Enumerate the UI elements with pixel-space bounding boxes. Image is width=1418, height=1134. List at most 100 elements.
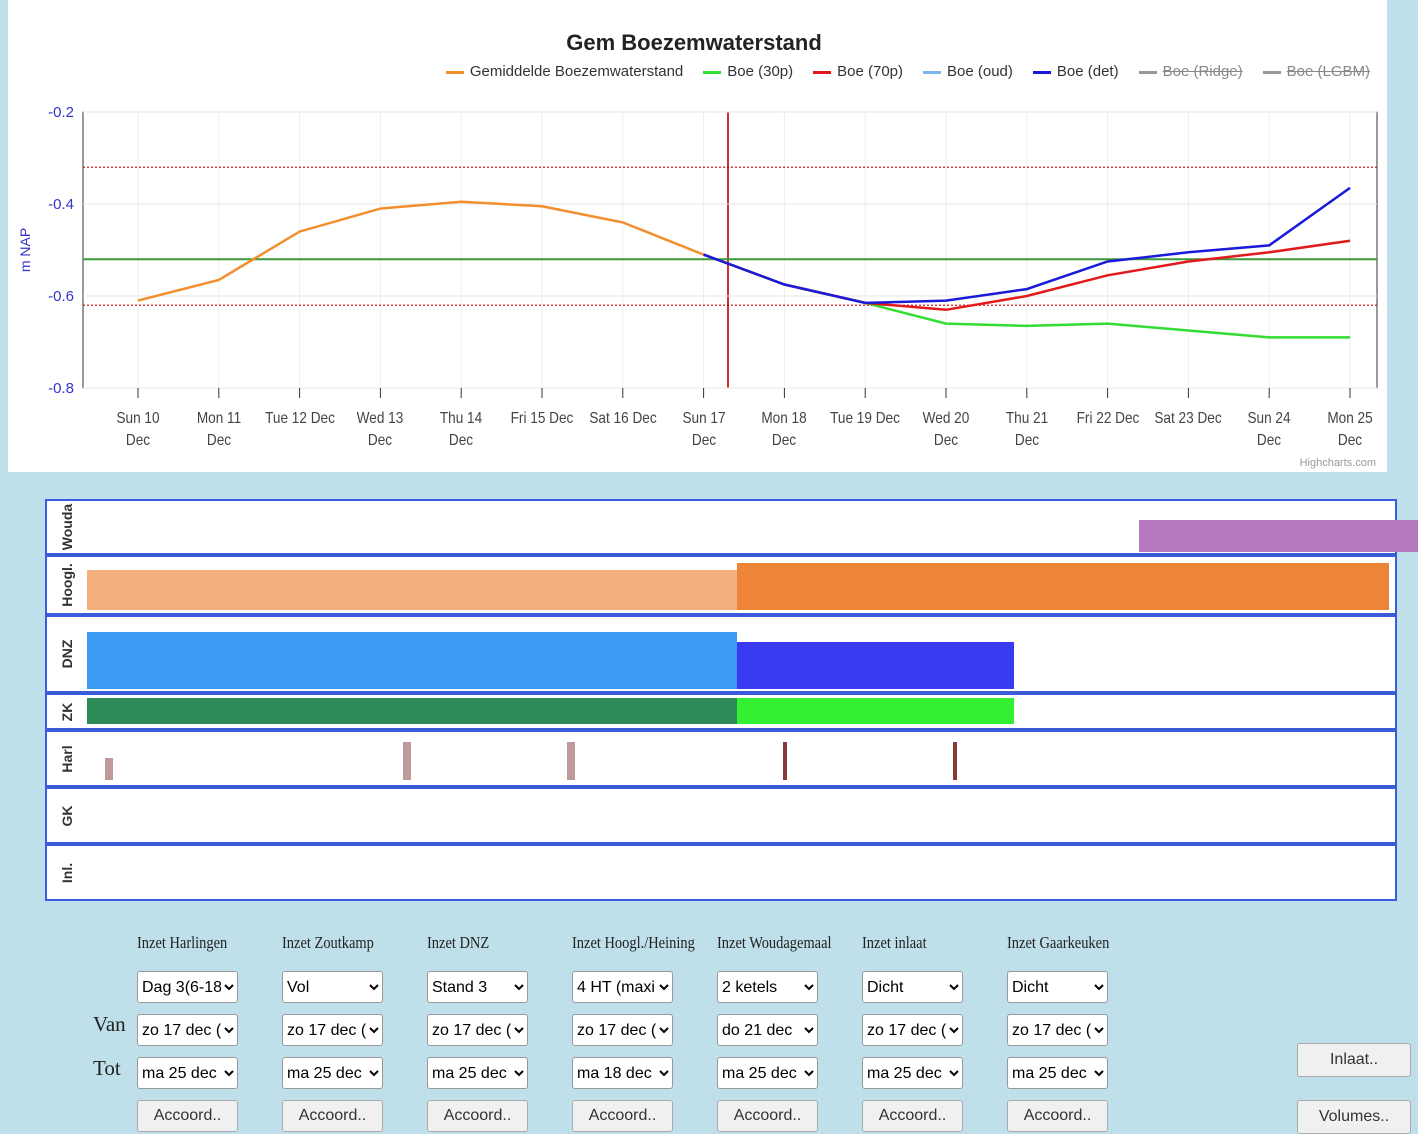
credits: Highcharts.com	[1300, 457, 1376, 469]
strip-area	[87, 698, 737, 724]
strip: Wouda	[45, 499, 1418, 555]
strip-area	[737, 698, 1014, 724]
strip-label: Hoogl.	[59, 563, 75, 607]
accoord-button[interactable]: Accoord..	[1007, 1100, 1108, 1132]
y-tick-label: -0.4	[48, 196, 74, 213]
legend-item[interactable]: Boe (30p)	[703, 63, 793, 80]
x-tick-label: Sat 23 Dec	[1154, 410, 1223, 427]
strip-label: GK	[59, 805, 75, 826]
dropdown[interactable]: 2 ketels	[717, 971, 818, 1003]
dropdown[interactable]: 4 HT (maxi	[572, 971, 673, 1003]
x-tick-label: Sat 16 Dec	[589, 410, 657, 427]
dropdown[interactable]: zo 17 dec (	[1007, 1014, 1108, 1046]
strip-label: DNZ	[59, 639, 75, 669]
dropdown[interactable]: ma 25 dec	[137, 1057, 238, 1089]
x-tick-label: Wed 13 Dec	[357, 410, 404, 449]
strip-label: ZK	[59, 702, 75, 721]
legend-swatch	[1138, 70, 1157, 74]
dropdown[interactable]: Vol	[282, 971, 383, 1003]
accoord-button[interactable]: Accoord..	[862, 1100, 963, 1132]
dropdown[interactable]: zo 17 dec (	[572, 1014, 673, 1046]
x-tick-label: Thu 21 Dec	[1005, 410, 1048, 449]
legend-item[interactable]: Boe (Ridge)	[1138, 63, 1243, 80]
accoord-button[interactable]: Accoord..	[427, 1100, 528, 1132]
x-tick-label: Sun 10 Dec	[116, 410, 160, 449]
legend-item[interactable]: Boe (70p)	[813, 63, 903, 80]
strip-label: Inl.	[59, 862, 75, 883]
x-tick-label: Fri 22 Dec	[1076, 410, 1139, 427]
legend-swatch	[813, 70, 832, 74]
accoord-button[interactable]: Accoord..	[572, 1100, 673, 1132]
dropdown[interactable]: Dicht	[862, 971, 963, 1003]
x-tick-label: Thu 14 Dec	[440, 410, 483, 449]
strip-area	[783, 742, 787, 780]
y-axis-label: m NAP	[17, 228, 33, 272]
side-button[interactable]: Volumes..	[1297, 1100, 1411, 1134]
legend-item[interactable]: Boe (det)	[1032, 63, 1119, 80]
strip: Inl.	[45, 844, 1397, 901]
dropdown[interactable]: ma 25 dec	[717, 1057, 818, 1089]
column-header: Inzet Woudagemaal	[717, 933, 832, 952]
legend-label: Boe (30p)	[727, 63, 794, 80]
x-tick-label: Fri 15 Dec	[510, 410, 574, 427]
strip: GK	[45, 787, 1397, 844]
legend-swatch	[703, 70, 722, 74]
column-header: Inzet Gaarkeuken	[1007, 933, 1110, 952]
dropdown[interactable]: ma 25 dec	[427, 1057, 528, 1089]
legend-label: Boe (oud)	[947, 63, 1013, 80]
strip: DNZ	[45, 615, 1397, 693]
legend-label: Boe (LGBM)	[1286, 63, 1370, 80]
dropdown[interactable]: ma 18 dec	[572, 1057, 673, 1089]
x-tick-label: Wed 20 Dec	[922, 410, 970, 449]
legend-item[interactable]: Boe (oud)	[923, 63, 1013, 80]
dropdown[interactable]: ma 25 dec	[1007, 1057, 1108, 1089]
dropdown[interactable]: Stand 3	[427, 971, 528, 1003]
dropdown[interactable]: do 21 dec	[717, 1014, 818, 1046]
dropdown[interactable]: zo 17 dec (	[427, 1014, 528, 1046]
row-label: Tot	[93, 1056, 121, 1080]
strip-area	[737, 642, 1014, 689]
legend-swatch	[1262, 70, 1281, 74]
accoord-button[interactable]: Accoord..	[282, 1100, 383, 1132]
legend-item[interactable]: Boe (LGBM)	[1262, 63, 1370, 80]
column-header: Inzet Zoutkamp	[282, 933, 374, 952]
x-tick-label: Tue 19 Dec	[830, 410, 901, 427]
column-header: Inzet Hoogl./Heining	[572, 933, 695, 952]
legend: Gemiddelde Boezemwaterstand Boe (30p) Boe …	[445, 63, 1370, 80]
strip-area	[87, 570, 737, 610]
legend-label: Boe (70p)	[837, 63, 904, 80]
x-tick-label: Mon 25 Dec	[1327, 410, 1373, 449]
x-tick-label: Sun 24 Dec	[1247, 410, 1291, 449]
dropdown[interactable]: ma 25 dec	[282, 1057, 383, 1089]
dropdown[interactable]: Dag 3(6-18	[137, 971, 238, 1003]
strip: ZK	[45, 693, 1397, 730]
series-line	[137, 200, 705, 302]
dropdown[interactable]: zo 17 dec (	[282, 1014, 383, 1046]
legend-label: Boe (Ridge)	[1162, 63, 1243, 80]
strip-label: Wouda	[59, 503, 75, 551]
legend-item[interactable]: Gemiddelde Boezemwaterstand	[445, 63, 684, 80]
dropdown[interactable]: ma 25 dec	[862, 1057, 963, 1089]
column-header: Inzet DNZ	[427, 933, 490, 952]
dropdown[interactable]: zo 17 dec (	[137, 1014, 238, 1046]
accoord-button[interactable]: Accoord..	[717, 1100, 818, 1132]
chart-title: Gem Boezemwaterstand	[566, 30, 822, 55]
strip-area	[737, 563, 1389, 610]
legend-swatch	[1032, 70, 1051, 74]
legend-swatch	[923, 70, 942, 74]
side-button[interactable]: Inlaat..	[1297, 1043, 1411, 1077]
strip-area	[105, 758, 113, 780]
strip-label: Harl	[59, 744, 75, 773]
dropdown[interactable]: Dicht	[1007, 971, 1108, 1003]
accoord-button[interactable]: Accoord..	[137, 1100, 238, 1132]
strip-area	[87, 632, 737, 689]
row-label: Van	[93, 1012, 126, 1036]
dropdown[interactable]: zo 17 dec (	[862, 1014, 963, 1046]
strip: Hoogl.	[45, 555, 1397, 615]
x-tick-label: Sun 17 Dec	[682, 410, 726, 449]
legend-label: Gemiddelde Boezemwaterstand	[469, 63, 684, 80]
column-header: Inzet inlaat	[862, 933, 927, 952]
chart-panel: Gem Boezemwaterstand m NAP Highcharts.co…	[8, 0, 1387, 472]
y-tick-label: -0.6	[48, 288, 74, 305]
